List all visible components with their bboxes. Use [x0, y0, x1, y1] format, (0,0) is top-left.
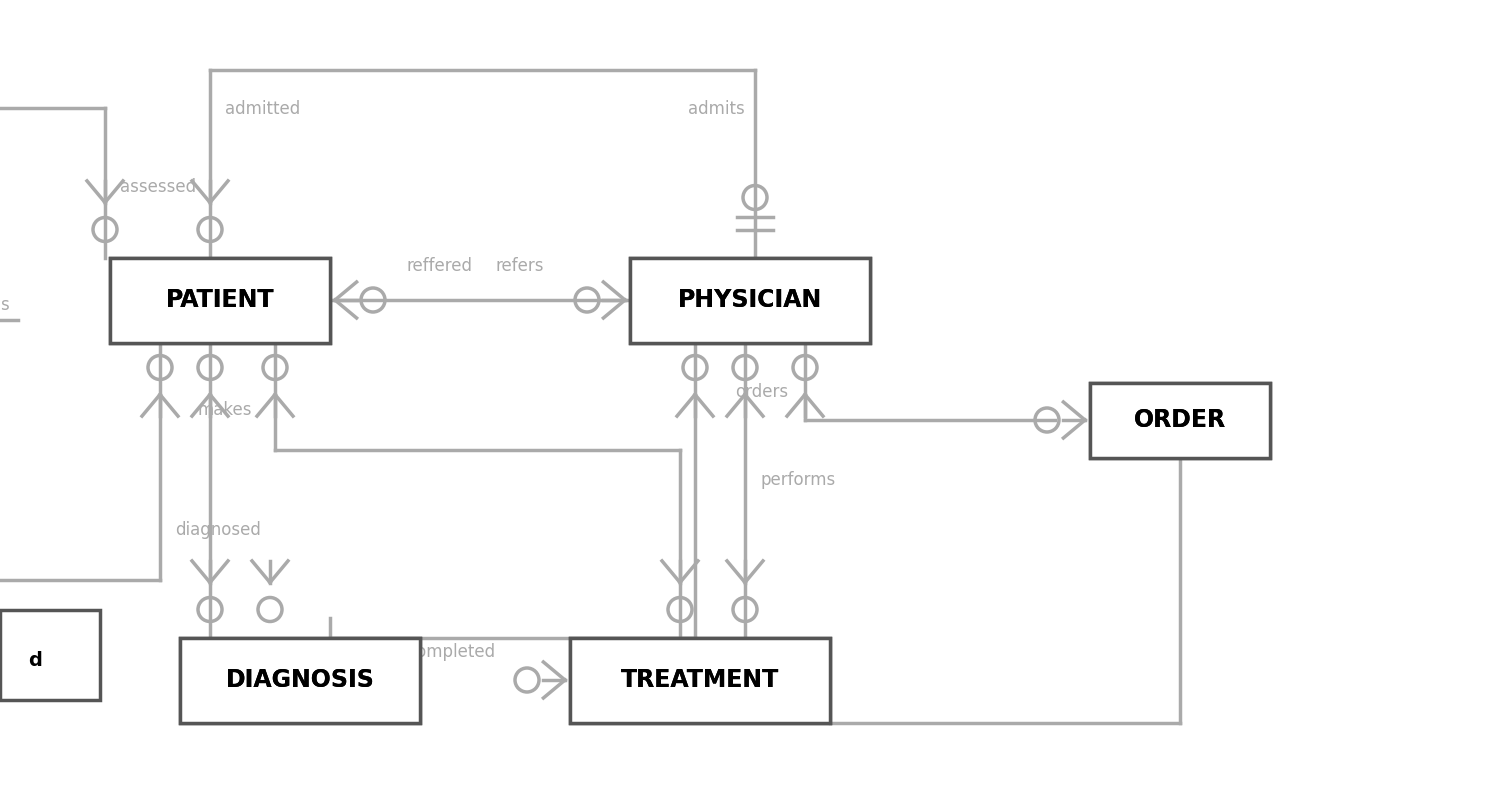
Text: PATIENT: PATIENT	[166, 288, 275, 312]
FancyBboxPatch shape	[630, 258, 869, 342]
FancyBboxPatch shape	[180, 638, 421, 722]
FancyBboxPatch shape	[1091, 382, 1271, 458]
Text: ORDER: ORDER	[1134, 408, 1226, 432]
Text: PHYSICIAN: PHYSICIAN	[678, 288, 822, 312]
Text: d: d	[28, 650, 42, 670]
Text: assessed: assessed	[120, 178, 196, 197]
Text: admitted: admitted	[224, 100, 300, 118]
Text: PATIENT: PATIENT	[166, 288, 275, 312]
Text: completed: completed	[407, 643, 495, 661]
FancyBboxPatch shape	[110, 258, 330, 342]
FancyBboxPatch shape	[571, 638, 831, 722]
Text: reffered: reffered	[407, 257, 473, 275]
FancyBboxPatch shape	[630, 258, 869, 342]
Text: TREATMENT: TREATMENT	[621, 668, 779, 692]
FancyBboxPatch shape	[571, 638, 831, 722]
Text: admits: admits	[688, 100, 744, 118]
Text: orders: orders	[736, 383, 788, 401]
Text: DIAGNOSIS: DIAGNOSIS	[226, 668, 374, 692]
Text: s: s	[0, 296, 9, 314]
FancyBboxPatch shape	[110, 258, 330, 342]
Text: ORDER: ORDER	[1134, 408, 1226, 432]
Text: refers: refers	[496, 257, 544, 275]
FancyBboxPatch shape	[0, 610, 100, 700]
Text: makes: makes	[198, 401, 253, 419]
Text: PHYSICIAN: PHYSICIAN	[678, 288, 822, 312]
FancyBboxPatch shape	[1091, 382, 1271, 458]
Text: TREATMENT: TREATMENT	[621, 668, 779, 692]
FancyBboxPatch shape	[180, 638, 421, 722]
Text: performs: performs	[759, 471, 835, 489]
Text: DIAGNOSIS: DIAGNOSIS	[226, 668, 374, 692]
Text: diagnosed: diagnosed	[175, 521, 262, 539]
